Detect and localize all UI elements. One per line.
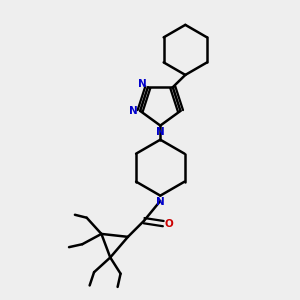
Text: O: O (165, 219, 173, 229)
Text: N: N (138, 79, 147, 89)
Text: N: N (129, 106, 138, 116)
Text: N: N (156, 127, 165, 137)
Text: N: N (156, 197, 165, 207)
